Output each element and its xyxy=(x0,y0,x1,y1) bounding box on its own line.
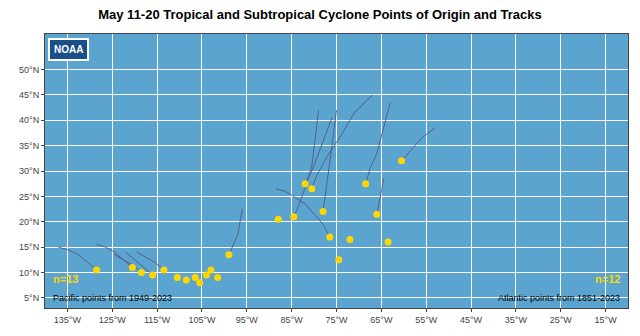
svg-text:35°N: 35°N xyxy=(19,141,39,151)
svg-text:125°W: 125°W xyxy=(99,315,127,325)
svg-text:30°N: 30°N xyxy=(19,166,39,176)
svg-text:15°N: 15°N xyxy=(19,242,39,252)
svg-text:n=13: n=13 xyxy=(53,273,78,285)
svg-text:May 11-20 Tropical and Subtrop: May 11-20 Tropical and Subtropical Cyclo… xyxy=(98,7,542,22)
svg-text:50°N: 50°N xyxy=(19,65,39,75)
svg-text:n=12: n=12 xyxy=(595,273,620,285)
svg-text:45°N: 45°N xyxy=(19,90,39,100)
svg-text:20°N: 20°N xyxy=(19,217,39,227)
svg-text:75°W: 75°W xyxy=(325,315,348,325)
svg-text:105°W: 105°W xyxy=(188,315,216,325)
svg-text:10°N: 10°N xyxy=(19,268,39,278)
svg-text:65°W: 65°W xyxy=(370,315,393,325)
svg-text:45°W: 45°W xyxy=(460,315,483,325)
svg-text:5°N: 5°N xyxy=(24,293,39,303)
svg-text:95°W: 95°W xyxy=(236,315,259,325)
svg-text:40°N: 40°N xyxy=(19,115,39,125)
svg-text:55°W: 55°W xyxy=(415,315,438,325)
svg-text:Pacific points from 1949-2023: Pacific points from 1949-2023 xyxy=(53,293,172,303)
svg-text:15°W: 15°W xyxy=(595,315,618,325)
svg-text:25°N: 25°N xyxy=(19,192,39,202)
svg-text:115°W: 115°W xyxy=(144,315,171,325)
svg-text:NOAA: NOAA xyxy=(54,44,83,55)
svg-text:135°W: 135°W xyxy=(54,315,82,325)
svg-text:25°W: 25°W xyxy=(550,315,573,325)
svg-text:35°W: 35°W xyxy=(505,315,528,325)
svg-text:Atlantic points from 1851-2023: Atlantic points from 1851-2023 xyxy=(498,293,620,303)
svg-text:85°W: 85°W xyxy=(281,315,304,325)
